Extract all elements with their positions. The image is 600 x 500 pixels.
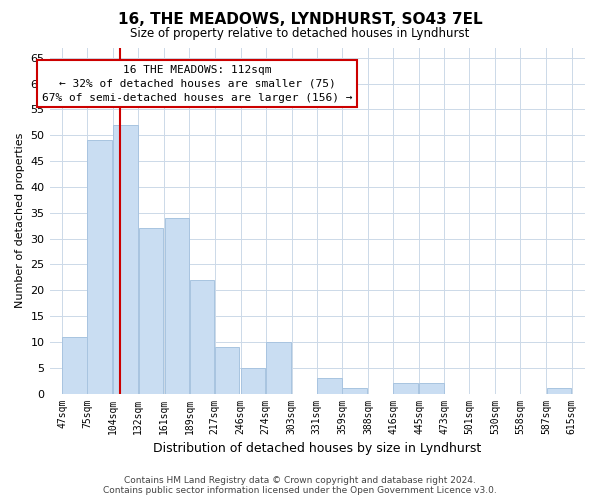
Bar	[88, 140, 112, 394]
Y-axis label: Number of detached properties: Number of detached properties	[15, 133, 25, 308]
Text: Contains public sector information licensed under the Open Government Licence v3: Contains public sector information licen…	[103, 486, 497, 495]
Bar	[419, 383, 444, 394]
Text: 16 THE MEADOWS: 112sqm
← 32% of detached houses are smaller (75)
67% of semi-det: 16 THE MEADOWS: 112sqm ← 32% of detached…	[42, 64, 352, 102]
Bar	[547, 388, 571, 394]
Bar	[215, 347, 239, 394]
Bar	[190, 280, 214, 394]
Text: Contains HM Land Registry data © Crown copyright and database right 2024.: Contains HM Land Registry data © Crown c…	[124, 476, 476, 485]
Bar	[317, 378, 342, 394]
Bar	[342, 388, 367, 394]
Text: Size of property relative to detached houses in Lyndhurst: Size of property relative to detached ho…	[130, 28, 470, 40]
Bar	[266, 342, 290, 394]
Bar	[241, 368, 265, 394]
Bar	[393, 383, 418, 394]
Bar	[62, 336, 87, 394]
Text: 16, THE MEADOWS, LYNDHURST, SO43 7EL: 16, THE MEADOWS, LYNDHURST, SO43 7EL	[118, 12, 482, 28]
X-axis label: Distribution of detached houses by size in Lyndhurst: Distribution of detached houses by size …	[153, 442, 481, 455]
Bar	[164, 218, 189, 394]
Bar	[113, 125, 138, 394]
Bar	[139, 228, 163, 394]
